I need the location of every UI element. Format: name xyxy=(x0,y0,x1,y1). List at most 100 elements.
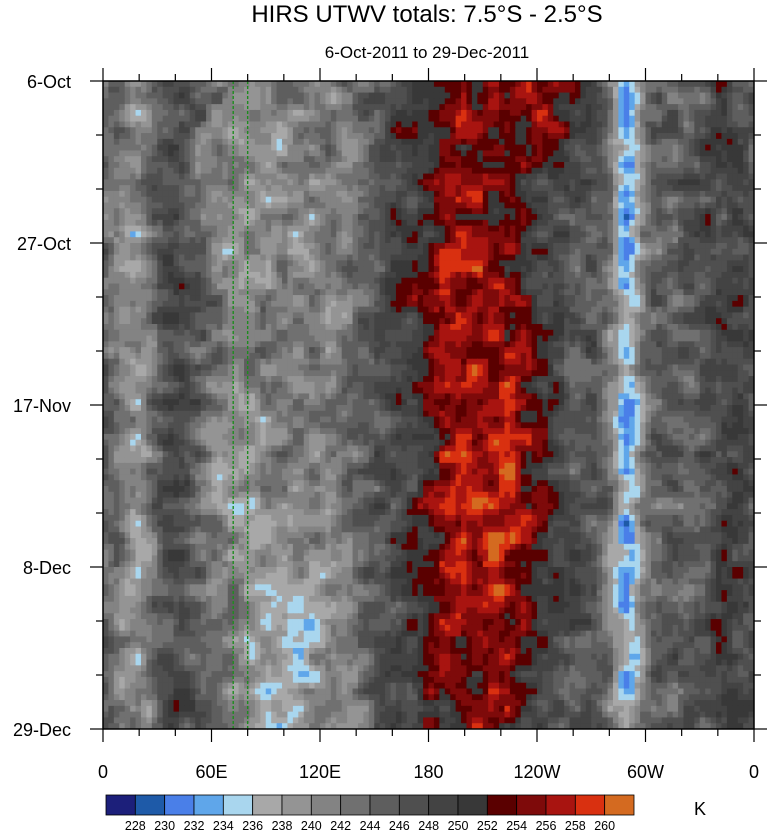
field-cell xyxy=(325,318,332,325)
field-cell xyxy=(330,231,337,238)
field-cell xyxy=(705,81,712,88)
field-cell xyxy=(748,104,754,111)
field-cell xyxy=(466,81,473,88)
field-cell xyxy=(504,243,511,250)
field-cell xyxy=(227,156,234,163)
field-cell xyxy=(357,185,365,192)
field-cell xyxy=(254,167,261,175)
field-cell xyxy=(292,248,299,256)
field-cell xyxy=(683,167,690,175)
field-cell xyxy=(504,179,511,186)
field-cell xyxy=(146,86,153,94)
field-cell xyxy=(650,167,657,175)
field-cell xyxy=(455,92,462,99)
field-cell xyxy=(320,312,327,319)
field-cell xyxy=(249,144,256,152)
field-cell xyxy=(569,202,576,209)
field-cell xyxy=(634,185,641,192)
field-cell xyxy=(314,254,321,261)
field-cell xyxy=(357,173,365,180)
field-cell xyxy=(433,243,440,250)
field-cell xyxy=(596,167,603,175)
field-cell xyxy=(688,196,695,204)
field-cell xyxy=(612,127,619,134)
field-cell xyxy=(580,179,587,186)
field-cell xyxy=(271,127,278,134)
field-cell xyxy=(379,121,386,128)
field-cell xyxy=(705,173,712,180)
field-cell xyxy=(743,92,750,99)
field-cell xyxy=(726,260,733,267)
field-cell xyxy=(271,190,278,198)
field-cell xyxy=(173,219,180,227)
field-cell xyxy=(298,156,305,163)
field-cell xyxy=(124,219,131,227)
field-cell xyxy=(466,173,473,180)
field-cell xyxy=(157,115,164,123)
field-cell xyxy=(564,271,571,279)
field-cell xyxy=(151,289,158,296)
field-cell xyxy=(244,312,251,319)
field-cell xyxy=(347,254,354,261)
field-cell xyxy=(732,190,739,198)
field-cell xyxy=(504,104,511,111)
field-cell xyxy=(640,202,647,209)
field-cell xyxy=(417,289,424,296)
field-cell xyxy=(265,167,272,175)
field-cell xyxy=(748,231,754,238)
field-cell xyxy=(629,237,636,244)
field-cell xyxy=(303,115,310,123)
field-cell xyxy=(699,115,706,123)
field-cell xyxy=(683,86,690,94)
field-cell xyxy=(450,185,457,192)
field-cell xyxy=(743,121,750,128)
field-cell xyxy=(265,318,272,325)
field-cell xyxy=(634,144,641,152)
field-cell xyxy=(553,127,560,134)
field-cell xyxy=(379,248,386,256)
field-cell xyxy=(612,219,619,227)
field-cell xyxy=(390,208,397,215)
field-cell xyxy=(542,225,549,233)
field-cell xyxy=(157,127,164,134)
field-cell xyxy=(542,289,549,296)
field-cell xyxy=(200,86,207,94)
field-cell xyxy=(390,92,397,99)
field-cell xyxy=(178,266,185,273)
field-cell xyxy=(271,104,278,111)
field-cell xyxy=(531,202,538,209)
field-cell xyxy=(347,185,354,192)
field-cell xyxy=(368,202,375,209)
field-cell xyxy=(455,167,462,175)
field-cell xyxy=(103,237,110,244)
field-cell xyxy=(623,185,630,192)
field-cell xyxy=(276,271,283,279)
field-cell xyxy=(645,156,652,163)
field-cell xyxy=(303,318,310,325)
field-cell xyxy=(249,243,256,250)
field-cell xyxy=(629,150,636,157)
field-cell xyxy=(553,179,560,186)
field-cell xyxy=(547,167,554,175)
field-cell xyxy=(471,104,478,111)
field-cell xyxy=(710,196,717,204)
field-cell xyxy=(417,133,424,140)
field-cell xyxy=(216,283,223,290)
field-cell xyxy=(444,289,451,296)
field-cell xyxy=(710,219,717,227)
field-cell xyxy=(640,127,647,134)
field-cell xyxy=(488,295,495,302)
field-cell xyxy=(211,237,218,244)
field-cell xyxy=(537,156,544,163)
field-cell xyxy=(683,214,690,221)
field-cell xyxy=(444,214,451,221)
field-cell xyxy=(178,185,185,192)
field-cell xyxy=(227,127,234,134)
field-cell xyxy=(499,98,506,105)
field-cell xyxy=(683,127,690,134)
field-cell xyxy=(542,271,549,279)
field-cell xyxy=(347,104,354,111)
field-cell xyxy=(509,271,516,279)
field-cell xyxy=(282,133,289,140)
field-cell xyxy=(705,266,712,273)
